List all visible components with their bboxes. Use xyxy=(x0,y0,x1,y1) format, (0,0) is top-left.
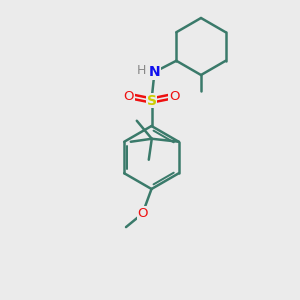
Text: H: H xyxy=(136,64,146,77)
Text: S: S xyxy=(146,94,157,107)
Text: O: O xyxy=(124,89,134,103)
Text: O: O xyxy=(137,207,148,220)
Text: O: O xyxy=(169,89,179,103)
Text: N: N xyxy=(149,65,160,79)
